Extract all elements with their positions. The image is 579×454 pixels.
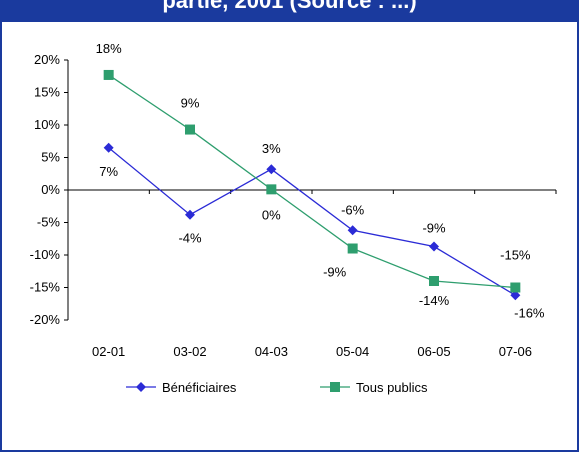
legend-marker <box>136 382 146 392</box>
data-point-marker <box>266 184 277 195</box>
legend-label: Tous publics <box>356 380 428 395</box>
data-label: 18% <box>96 41 122 56</box>
data-point-marker <box>103 69 114 80</box>
y-tick-label: -15% <box>30 280 61 295</box>
legend-label: Bénéficiaires <box>162 380 237 395</box>
x-tick-label: 04-03 <box>255 344 288 359</box>
data-point-marker <box>510 282 521 293</box>
x-tick-label: 06-05 <box>417 344 450 359</box>
data-point-marker <box>429 276 439 286</box>
chart-series <box>103 69 521 301</box>
data-point-marker <box>103 142 114 153</box>
data-point-marker <box>510 290 521 301</box>
data-point-marker <box>347 243 358 254</box>
data-point-marker <box>347 225 358 236</box>
legend-marker <box>330 382 340 392</box>
data-label: -14% <box>419 293 450 308</box>
chart-title-text: partie, 2001 (Source : ...) <box>162 0 417 13</box>
data-point-marker <box>185 209 195 220</box>
chart-title-bar: partie, 2001 (Source : ...) <box>0 0 579 22</box>
chart-legend: Bénéficiaires Tous publics <box>126 380 428 395</box>
y-tick-label: 10% <box>34 117 60 132</box>
data-label: -9% <box>422 221 446 236</box>
data-point-marker <box>185 124 195 135</box>
chart-data-labels: 7% -4% 3% -6% -9% -16% 18% 9% 0% -9% -14% -15% <box>96 41 545 320</box>
chart-axes: 20% 15% 10% 5% 0% -5% -10% -15% -20% 02-01 03-02 04… <box>30 52 557 359</box>
data-point-marker <box>429 241 439 252</box>
y-tick-label: 20% <box>34 52 60 67</box>
y-tick-label: -20% <box>30 312 61 327</box>
data-label: 9% <box>181 96 200 111</box>
data-label: -15% <box>500 248 531 263</box>
data-label: -6% <box>341 202 365 217</box>
data-label: 7% <box>99 164 118 179</box>
y-tick-label: 15% <box>34 85 60 100</box>
data-label: 0% <box>262 207 281 222</box>
y-tick-label: 0% <box>41 182 60 197</box>
series-line-beneficiaires <box>108 147 516 296</box>
x-tick-label: 02-01 <box>92 344 125 359</box>
y-tick-label: -10% <box>30 247 61 262</box>
data-label: -4% <box>178 231 202 246</box>
data-label: -16% <box>514 305 545 320</box>
x-tick-label: 03-02 <box>173 344 206 359</box>
series-line-tous-publics <box>108 74 516 289</box>
x-tick-label: 05-04 <box>336 344 369 359</box>
data-point-marker <box>266 164 277 175</box>
y-tick-label: 5% <box>41 150 60 165</box>
data-label: 3% <box>262 141 281 156</box>
data-label: -9% <box>323 265 347 280</box>
y-tick-label: -5% <box>37 215 61 230</box>
x-tick-label: 07-06 <box>499 344 532 359</box>
